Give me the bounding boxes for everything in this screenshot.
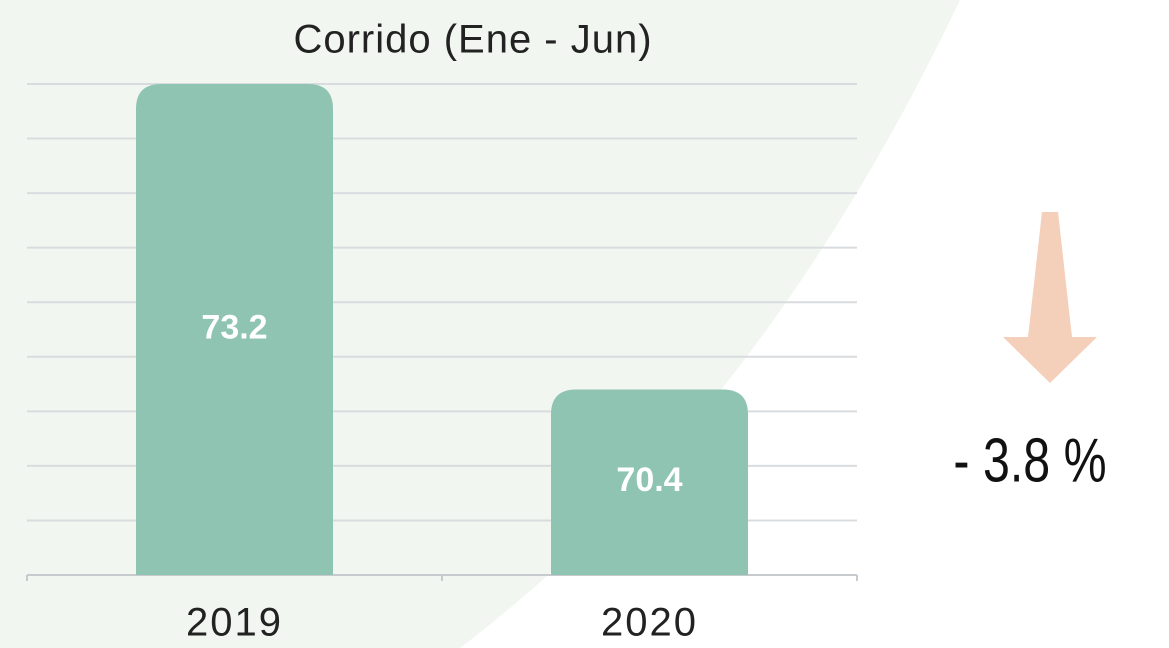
- value-label: 73.2: [201, 308, 267, 346]
- x-tick-label: 2019: [186, 601, 283, 645]
- change-annotation: - 3.8 %: [953, 426, 1106, 495]
- chart-title: Corrido (Ene - Jun): [293, 18, 652, 62]
- value-label: 70.4: [616, 461, 682, 499]
- x-tick-label: 2020: [601, 601, 698, 645]
- bar: [551, 389, 748, 575]
- down-arrow: [1003, 212, 1097, 383]
- bar: [136, 84, 333, 575]
